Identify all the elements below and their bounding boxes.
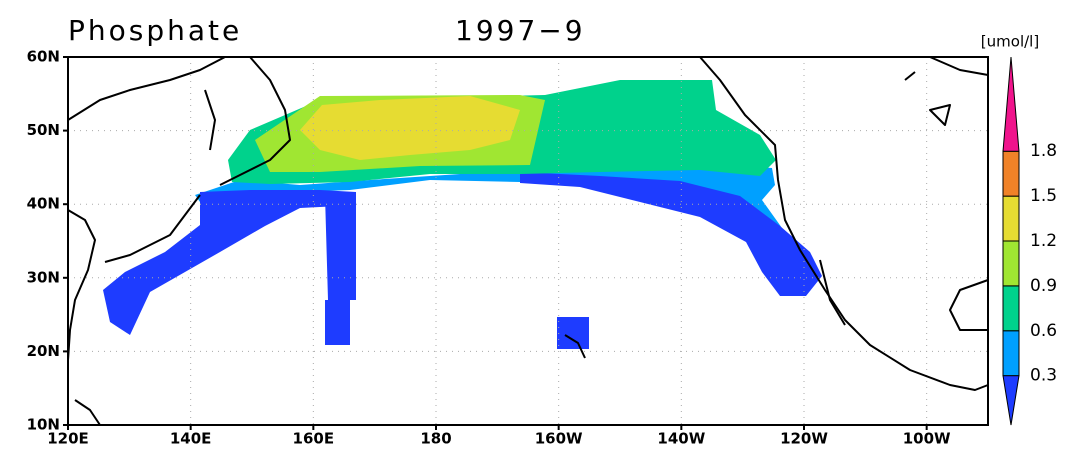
colorbar-box (1002, 150, 1020, 197)
colorbar-label: 1.8 (1030, 141, 1057, 161)
colorbar (1002, 56, 1020, 426)
unit: [umol/l] (981, 33, 1039, 51)
x-tick-label: 120W (780, 430, 828, 448)
colorbar-box (1002, 330, 1020, 377)
graticule (68, 57, 988, 425)
x-tick-label: 120E (47, 430, 89, 448)
y-tick-label: 10N (27, 416, 60, 434)
colorbar-box (1002, 285, 1020, 332)
y-tick-label: 40N (27, 195, 60, 213)
x-tick-label: 140E (170, 430, 212, 448)
x-tick-label: 160W (535, 430, 583, 448)
title: Phosphate (68, 14, 242, 47)
coastlines (67, 56, 989, 426)
colorbar-label: 1.5 (1030, 186, 1057, 206)
colorbar-arrow (1002, 375, 1020, 426)
colorbar-box (1002, 240, 1020, 287)
x-tick-label: 100W (903, 430, 951, 448)
colorbar-box (1002, 195, 1020, 242)
x-tick-label: 140W (657, 430, 705, 448)
colorbar-label: 0.9 (1030, 276, 1057, 296)
y-tick-label: 60N (27, 48, 60, 66)
colorbar-label: 0.6 (1030, 321, 1057, 341)
y-tick-label: 20N (27, 342, 60, 360)
x-tick-label: 160E (293, 430, 335, 448)
colorbar-arrow (1002, 56, 1020, 152)
colorbar-label: 0.3 (1030, 366, 1057, 386)
x-tick-label: 180 (420, 430, 451, 448)
y-tick-label: 50N (27, 121, 60, 139)
map-frame (67, 56, 989, 426)
data-field (103, 80, 822, 349)
date: 1997−9 (455, 14, 586, 47)
y-tick-label: 30N (27, 268, 60, 286)
colorbar-label: 1.2 (1030, 231, 1057, 251)
